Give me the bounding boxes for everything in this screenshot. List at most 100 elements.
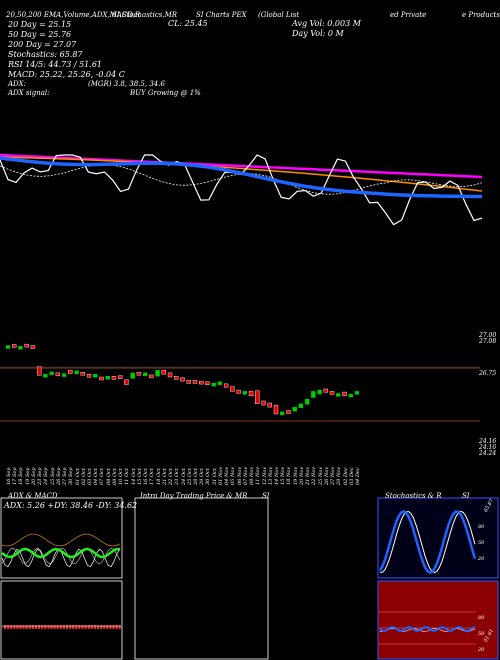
adx-mid-values: (MGR) 3.8, 38.5, 34.6 xyxy=(88,80,165,88)
adx-values: ADX: 5.26 +DY: 38.46 -DY: 34.62 xyxy=(4,501,138,510)
adx-green-line xyxy=(1,547,121,559)
candle-17-oct xyxy=(149,374,154,379)
close-price: CL: 25.45 xyxy=(168,19,208,28)
candle-09-oct xyxy=(111,376,117,380)
ema-dotted-line xyxy=(0,164,483,195)
header-top-line-3: SI Charts PEX xyxy=(196,11,247,19)
date-label: 04 Dec xyxy=(355,467,361,485)
candle-07-nov xyxy=(242,391,248,395)
candle-02-oct xyxy=(80,371,85,376)
candle-06-nov xyxy=(236,389,241,394)
adx-orange-line xyxy=(1,533,121,547)
price-label-top-2: 27.08 xyxy=(479,338,497,345)
candle-19-nov xyxy=(292,406,297,412)
candle-24-sep xyxy=(43,374,48,378)
stoch-k-line xyxy=(378,509,477,574)
candle-16-sep xyxy=(5,345,11,349)
candle-17-sep xyxy=(12,344,17,348)
candle-05-nov xyxy=(230,386,235,392)
candle-23-sep xyxy=(36,366,42,376)
rsi-level-80: 80 xyxy=(478,615,485,621)
candle-20-nov xyxy=(298,403,304,409)
price-label-low-2: 24.16 xyxy=(479,444,497,451)
intraday-si: SI xyxy=(262,492,270,500)
header-top-line-6: e Products xyxy=(462,11,500,19)
price-label-mid: 26.75 xyxy=(479,370,497,377)
header-top-line-1: 20,50,200 EMA,Volume,ADX,MACD,R xyxy=(6,11,141,19)
candle-24-oct xyxy=(180,377,185,382)
header-top-line-4: (Global List xyxy=(258,11,300,19)
rsi-panel xyxy=(377,580,499,660)
intraday-panel xyxy=(134,497,269,660)
day-volume: Day Vol: 0 M xyxy=(292,29,344,38)
buy-signal: BUY Growing @ 1% xyxy=(130,89,201,97)
candle-08-oct xyxy=(105,376,110,380)
candle-08-nov xyxy=(248,391,254,397)
candle-15-nov xyxy=(280,411,285,416)
candle-15-oct xyxy=(136,371,142,376)
ema50-label: 50 Day = 25.76 xyxy=(8,30,72,39)
candle-23-oct xyxy=(174,376,179,380)
ema200-line xyxy=(0,153,483,179)
candle-20-sep xyxy=(30,345,36,349)
candle-25-oct xyxy=(186,380,191,384)
candle-25-nov xyxy=(317,389,322,395)
candle-14-oct xyxy=(130,372,135,379)
candle-12-nov xyxy=(261,400,266,406)
candle-01-nov xyxy=(217,381,223,385)
candle-07-oct xyxy=(99,376,104,381)
candle-18-sep xyxy=(18,345,23,350)
candle-21-oct xyxy=(161,369,167,375)
stochastics-label: Stochastics: 65.87 xyxy=(8,50,83,59)
ema50-line xyxy=(0,156,483,192)
stoch-title: Stochastics & R xyxy=(385,492,442,500)
candle-11-oct xyxy=(124,379,129,385)
candle-18-nov xyxy=(286,410,291,414)
candle-30-sep xyxy=(68,369,73,374)
candle-27-nov xyxy=(329,391,335,395)
macd-panel xyxy=(0,580,123,660)
candle-13-nov xyxy=(267,402,272,408)
candle-30-oct xyxy=(205,381,210,385)
candle-26-sep xyxy=(55,372,61,377)
candle-31-oct xyxy=(211,382,216,387)
rsi-line xyxy=(379,625,476,632)
stoch-level-50: 50 xyxy=(478,540,485,546)
header-top-line-5: ed Private xyxy=(390,11,427,19)
candle-22-nov xyxy=(311,391,316,398)
price-label-low-3: 24.24 xyxy=(479,450,497,457)
ema20-line xyxy=(0,156,482,199)
stoch-level-80: 80 xyxy=(478,524,485,530)
adx-signal-label: ADX signal: xyxy=(8,89,50,97)
candle-29-nov xyxy=(336,393,341,397)
rsi-label: RSI 14/5: 44.73 / 51.61 xyxy=(8,60,102,69)
candle-03-dec xyxy=(348,393,353,398)
adx-macd-title: ADX & MACD xyxy=(8,492,58,500)
avg-volume: Avg Vol: 0.003 M xyxy=(292,19,361,28)
candle-18-oct xyxy=(155,369,160,377)
candle-14-nov xyxy=(273,404,279,415)
candle-27-sep xyxy=(61,373,67,377)
candle-02-dec xyxy=(342,391,347,397)
candle-03-oct xyxy=(86,374,92,378)
adx-panel-top xyxy=(0,497,123,579)
candle-04-nov xyxy=(223,383,229,388)
candle-16-oct xyxy=(142,372,148,377)
header-top-line-2: SI,Stochastics,MR xyxy=(112,11,178,19)
candle-04-oct xyxy=(93,374,98,378)
candle-26-nov xyxy=(323,388,329,393)
price-label-low-1: 24.16 xyxy=(479,438,497,445)
rsi-level-20: 20 xyxy=(478,647,485,653)
candle-11-nov xyxy=(255,390,260,404)
candle-22-oct xyxy=(167,372,173,378)
candle-01-oct xyxy=(74,370,79,375)
stoch-level-20: 20 xyxy=(478,556,485,562)
candle-10-oct xyxy=(117,375,123,379)
candle-19-sep xyxy=(24,343,29,348)
candle-21-nov xyxy=(304,399,310,405)
ema200-label: 200 Day = 27.07 xyxy=(8,40,77,49)
macd-label: MACD: 25.22, 25.26, -0.04 C xyxy=(8,70,125,79)
intraday-title: Intra Day Trading Price & MR xyxy=(140,492,248,500)
candle-29-oct xyxy=(198,380,204,385)
